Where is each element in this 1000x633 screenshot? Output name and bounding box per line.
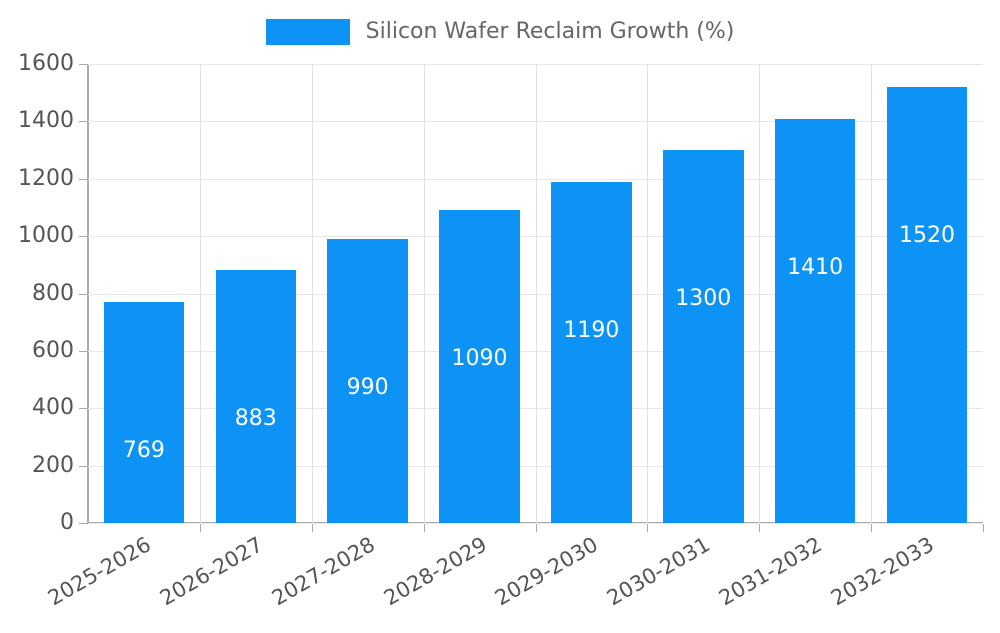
bar[interactable] xyxy=(439,210,520,523)
bar-value-label: 990 xyxy=(346,374,389,400)
chart-legend: Silicon Wafer Reclaim Growth (%) xyxy=(0,14,1000,50)
gridline-horizontal xyxy=(88,121,983,123)
legend-entry-silicon-wafer-reclaim-growth[interactable]: Silicon Wafer Reclaim Growth (%) xyxy=(265,19,735,45)
y-axis-tick-label: 1400 xyxy=(18,108,74,134)
bar[interactable] xyxy=(663,150,744,523)
x-axis-tick-mark xyxy=(871,524,872,532)
bar[interactable] xyxy=(774,118,856,523)
gridline-vertical xyxy=(312,64,313,523)
y-axis-tick-mark xyxy=(79,293,87,295)
x-axis-tick-mark xyxy=(536,524,537,532)
x-axis-tick-mark xyxy=(424,524,425,532)
legend-label: Silicon Wafer Reclaim Growth (%) xyxy=(365,19,735,44)
bar[interactable] xyxy=(215,269,297,523)
y-axis-tick-label: 1200 xyxy=(18,165,74,191)
y-axis-tick-label: 600 xyxy=(32,337,74,363)
bar-chart: Silicon Wafer Reclaim Growth (%) 0 200 400… xyxy=(0,0,1000,611)
y-axis-tick-mark xyxy=(79,408,87,410)
x-axis-tick-mark xyxy=(200,524,201,532)
y-axis-tick-label: 200 xyxy=(32,452,74,478)
bar[interactable] xyxy=(103,302,185,523)
x-axis-tick-mark xyxy=(759,524,760,532)
bar-value-label: 1090 xyxy=(451,346,508,372)
y-axis-tick-mark xyxy=(79,523,87,524)
bar[interactable] xyxy=(886,86,968,523)
y-axis-tick-mark xyxy=(79,236,87,238)
y-axis-tick-label: 400 xyxy=(32,395,74,421)
y-axis-tick-label: 0 xyxy=(60,510,74,535)
gridline-horizontal xyxy=(88,408,983,410)
gridline-vertical xyxy=(424,64,425,523)
bar-value-label: 1520 xyxy=(899,222,956,248)
bar-value-label: 1190 xyxy=(563,317,620,343)
gridline-vertical xyxy=(759,64,760,523)
gridline-vertical xyxy=(871,64,872,523)
y-axis-tick-label: 1600 xyxy=(18,51,74,76)
bar-value-label: 883 xyxy=(234,405,277,431)
y-axis-tick-mark xyxy=(79,121,87,123)
bar[interactable] xyxy=(551,181,632,523)
gridline-vertical xyxy=(536,64,537,523)
plot-area: 769 883 990 1090 1190 1300 1410 1520 xyxy=(88,64,983,524)
gridline-horizontal xyxy=(88,293,983,295)
gridline-horizontal xyxy=(88,350,983,352)
gridline-horizontal xyxy=(88,465,983,467)
y-axis-tick-mark xyxy=(79,64,87,65)
bar-value-label: 1410 xyxy=(787,254,844,280)
y-axis-tick-mark xyxy=(79,465,87,467)
y-axis-tick-labels: 0 200 400 600 800 1000 1200 1400 1600 xyxy=(0,0,74,600)
y-axis-tick-mark xyxy=(79,350,87,352)
bar-value-label: 1300 xyxy=(675,286,732,312)
gridline-vertical xyxy=(647,64,648,523)
legend-color-swatch xyxy=(265,19,350,45)
gridline-horizontal xyxy=(88,178,983,180)
x-axis-tick-mark xyxy=(312,524,313,532)
y-axis-tick-mark xyxy=(79,178,87,180)
x-axis-tick-mark xyxy=(647,524,648,532)
x-axis-tick-mark xyxy=(983,524,984,532)
bar-value-label: 769 xyxy=(122,438,165,464)
y-axis-tick-label: 800 xyxy=(32,280,74,306)
bar[interactable] xyxy=(327,238,408,523)
y-axis-tick-label: 1000 xyxy=(18,223,74,249)
gridline-horizontal xyxy=(88,236,983,238)
gridline-vertical xyxy=(200,64,201,523)
gridline-horizontal xyxy=(88,64,983,65)
gridline-horizontal xyxy=(88,523,983,524)
